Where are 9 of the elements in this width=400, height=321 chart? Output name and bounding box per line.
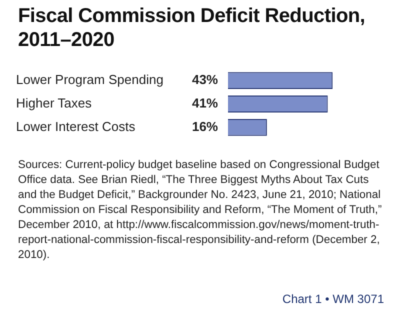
data-label: 16% [192, 119, 218, 134]
source-note: Sources: Current-policy budget baseline based on Congressional Budget Office data. See Brian Riedl, “The Three Biggest Myths About Tax Cuts and the Budget Deficit,” Backgrounder No. 2423, June 21, 2010; National Commission on Fiscal Responsibility and Reform, “The Moment of Truth,” December 2010, at http://www.fiscalcommission.gov/news/moment-truth-report-national-commission-fiscal-responsibility-and-reform (December 2, 2010). [18, 158, 383, 263]
y-tick-label: Higher Taxes [16, 96, 92, 111]
data-label: 41% [192, 96, 218, 111]
caption: Chart 1 • WM 3071 [282, 292, 384, 306]
y-tick-label: Lower Interest Costs [16, 119, 136, 134]
y-tick-label: Lower Program Spending [16, 72, 164, 88]
data-label: 43% [192, 72, 218, 88]
chart-title: Fiscal Commission Deficit Reduction, 2011–2020 [18, 4, 366, 52]
